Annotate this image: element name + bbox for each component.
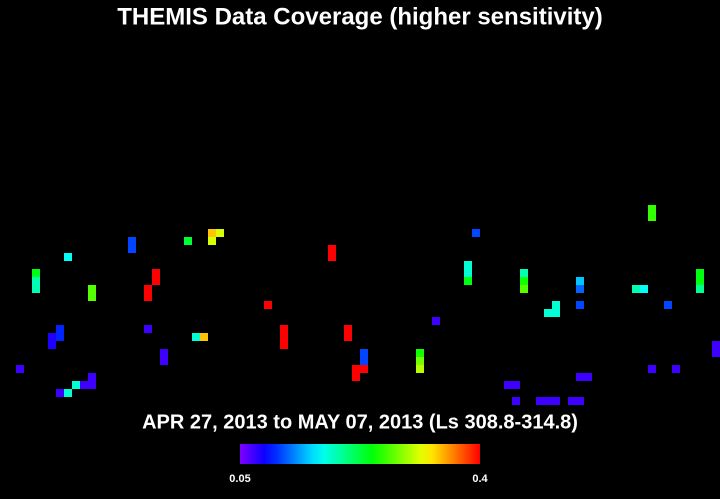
coverage-cell bbox=[536, 397, 544, 405]
coverage-cell bbox=[568, 397, 576, 405]
coverage-cell bbox=[280, 341, 288, 349]
coverage-cell bbox=[512, 381, 520, 389]
coverage-cell bbox=[56, 325, 64, 333]
coverage-cell bbox=[648, 205, 656, 213]
coverage-cell bbox=[32, 269, 40, 277]
coverage-cell bbox=[160, 357, 168, 365]
coverage-cell bbox=[416, 349, 424, 357]
subtitle: APR 27, 2013 to MAY 07, 2013 (Ls 308.8-3… bbox=[142, 411, 578, 433]
coverage-cell bbox=[544, 309, 552, 317]
coverage-cell bbox=[664, 301, 672, 309]
coverage-cell bbox=[56, 333, 64, 341]
coverage-cell bbox=[552, 309, 560, 317]
coverage-cell bbox=[48, 341, 56, 349]
coverage-cell bbox=[696, 285, 704, 293]
coverage-cell bbox=[184, 237, 192, 245]
coverage-cell bbox=[152, 269, 160, 277]
coverage-cell bbox=[504, 381, 512, 389]
coverage-cell bbox=[216, 229, 224, 237]
coverage-cell bbox=[152, 277, 160, 285]
coverage-cell bbox=[144, 285, 152, 293]
coverage-cell bbox=[360, 349, 368, 357]
coverage-cell bbox=[472, 229, 480, 237]
coverage-cell bbox=[192, 333, 200, 341]
coverage-cell bbox=[352, 373, 360, 381]
coverage-cell bbox=[584, 373, 592, 381]
coverage-cell bbox=[648, 365, 656, 373]
coverage-cell bbox=[208, 229, 216, 237]
coverage-cell bbox=[520, 285, 528, 293]
coverage-cell bbox=[328, 245, 336, 253]
colorbar-tick-label: 0.4 bbox=[472, 473, 488, 485]
coverage-cell bbox=[632, 285, 640, 293]
coverage-cell bbox=[88, 285, 96, 293]
coverage-cell bbox=[576, 397, 584, 405]
coverage-cell bbox=[520, 269, 528, 277]
coverage-cell bbox=[144, 325, 152, 333]
coverage-cell bbox=[696, 277, 704, 285]
coverage-cell bbox=[432, 317, 440, 325]
coverage-cell bbox=[352, 365, 360, 373]
coverage-cell bbox=[552, 397, 560, 405]
coverage-cell bbox=[520, 277, 528, 285]
coverage-cell bbox=[200, 333, 208, 341]
coverage-cell bbox=[648, 213, 656, 221]
coverage-cell bbox=[88, 293, 96, 301]
coverage-cell bbox=[696, 269, 704, 277]
coverage-cell bbox=[712, 341, 720, 349]
coverage-cell bbox=[32, 277, 40, 285]
coverage-cell bbox=[576, 285, 584, 293]
coverage-cell bbox=[32, 285, 40, 293]
title: THEMIS Data Coverage (higher sensitivity… bbox=[117, 3, 602, 30]
coverage-cell bbox=[88, 381, 96, 389]
coverage-cell bbox=[64, 253, 72, 261]
coverage-cell bbox=[64, 389, 72, 397]
coverage-cell bbox=[416, 357, 424, 365]
coverage-cell bbox=[328, 253, 336, 261]
coverage-cell bbox=[128, 245, 136, 253]
coverage-cell bbox=[576, 277, 584, 285]
coverage-cell bbox=[712, 349, 720, 357]
coverage-cell bbox=[344, 325, 352, 333]
coverage-cell bbox=[544, 397, 552, 405]
coverage-cell bbox=[512, 397, 520, 405]
coverage-cell bbox=[280, 333, 288, 341]
coverage-cell bbox=[576, 373, 584, 381]
colorbar bbox=[240, 444, 480, 464]
coverage-cell bbox=[280, 325, 288, 333]
coverage-cell bbox=[464, 261, 472, 269]
coverage-cell bbox=[576, 301, 584, 309]
coverage-cell bbox=[552, 301, 560, 309]
coverage-cell bbox=[72, 381, 80, 389]
coverage-cell bbox=[56, 389, 64, 397]
colorbar-tick-label: 0.05 bbox=[229, 473, 250, 485]
coverage-cell bbox=[416, 365, 424, 373]
coverage-cell bbox=[88, 373, 96, 381]
coverage-cell bbox=[640, 285, 648, 293]
coverage-cell bbox=[264, 301, 272, 309]
coverage-cell bbox=[128, 237, 136, 245]
coverage-cell bbox=[160, 349, 168, 357]
coverage-cell bbox=[48, 333, 56, 341]
coverage-cell bbox=[208, 237, 216, 245]
coverage-cell bbox=[360, 357, 368, 365]
coverage-cell bbox=[360, 365, 368, 373]
coverage-cell bbox=[16, 365, 24, 373]
coverage-cell bbox=[344, 333, 352, 341]
coverage-cell bbox=[80, 381, 88, 389]
coverage-cell bbox=[672, 365, 680, 373]
coverage-cell bbox=[464, 269, 472, 277]
coverage-cell bbox=[464, 277, 472, 285]
coverage-cell bbox=[144, 293, 152, 301]
